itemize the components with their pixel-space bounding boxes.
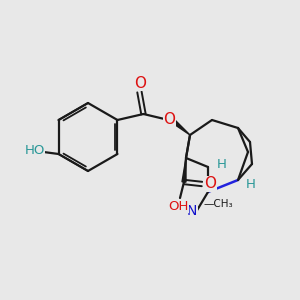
Text: OH: OH [168, 200, 188, 212]
Text: O: O [164, 112, 175, 127]
Text: O: O [134, 76, 146, 91]
Text: H: H [246, 178, 256, 190]
Text: HO: HO [24, 145, 45, 158]
Polygon shape [182, 158, 186, 182]
Text: O: O [204, 176, 216, 191]
Polygon shape [168, 116, 190, 135]
Text: —CH₃: —CH₃ [203, 199, 232, 209]
Text: N: N [187, 204, 197, 218]
Text: H: H [217, 158, 227, 170]
